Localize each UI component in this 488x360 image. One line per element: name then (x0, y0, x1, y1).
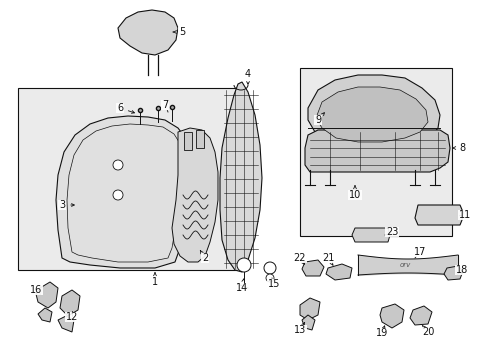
Bar (196, 130, 203, 148)
Text: 7: 7 (162, 100, 168, 110)
Polygon shape (56, 116, 191, 268)
Polygon shape (38, 308, 52, 322)
Circle shape (264, 262, 275, 274)
Polygon shape (325, 264, 351, 280)
Text: 22: 22 (293, 253, 305, 263)
Bar (18, 88, 238, 270)
Text: 2: 2 (202, 253, 208, 263)
Text: 13: 13 (293, 325, 305, 335)
Text: 23: 23 (385, 227, 397, 237)
Text: 19: 19 (375, 328, 387, 338)
Text: 17: 17 (413, 247, 426, 257)
Text: 21: 21 (321, 253, 333, 263)
Text: 8: 8 (458, 143, 464, 153)
Polygon shape (307, 75, 439, 150)
Polygon shape (67, 124, 183, 262)
Polygon shape (302, 315, 314, 330)
Polygon shape (351, 228, 389, 242)
Text: 10: 10 (348, 190, 360, 200)
Text: 11: 11 (458, 210, 470, 220)
Bar (299, 68, 451, 236)
Polygon shape (414, 205, 462, 225)
Circle shape (113, 190, 123, 200)
Text: 3: 3 (59, 200, 65, 210)
Polygon shape (118, 10, 178, 55)
Polygon shape (379, 304, 403, 328)
Polygon shape (443, 266, 462, 280)
Text: 12: 12 (66, 312, 78, 322)
Text: 1: 1 (152, 277, 158, 287)
Polygon shape (299, 298, 319, 320)
Polygon shape (60, 290, 80, 316)
Text: 5: 5 (179, 27, 185, 37)
Polygon shape (409, 306, 431, 325)
Bar (183, 132, 192, 150)
Polygon shape (36, 282, 58, 308)
Circle shape (237, 258, 250, 272)
Text: 4: 4 (244, 69, 250, 79)
Text: 15: 15 (267, 279, 280, 289)
Polygon shape (58, 316, 74, 332)
Circle shape (265, 274, 273, 282)
Text: 18: 18 (455, 265, 467, 275)
Polygon shape (305, 130, 449, 172)
Text: 20: 20 (421, 327, 433, 337)
Text: orv: orv (399, 262, 410, 268)
Polygon shape (172, 128, 218, 262)
Text: 9: 9 (314, 115, 321, 125)
Polygon shape (220, 82, 262, 272)
Polygon shape (302, 260, 324, 276)
Circle shape (113, 160, 123, 170)
Text: 16: 16 (30, 285, 42, 295)
Text: 6: 6 (117, 103, 123, 113)
Text: 14: 14 (235, 283, 247, 293)
Polygon shape (315, 87, 427, 142)
